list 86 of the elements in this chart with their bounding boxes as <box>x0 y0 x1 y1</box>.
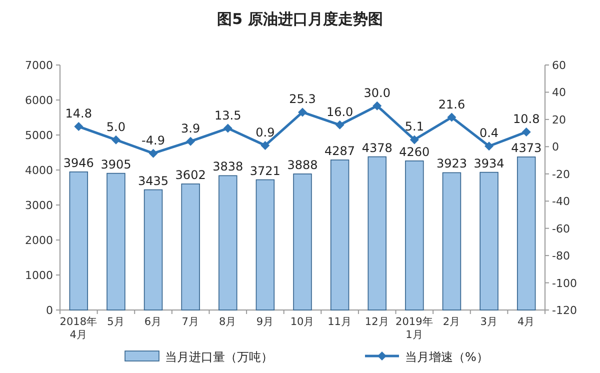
data-label: 5.0 <box>106 120 126 134</box>
bar <box>293 174 312 310</box>
point <box>260 140 270 150</box>
data-label: 13.5 <box>214 108 242 122</box>
data-label: 10.8 <box>512 112 540 126</box>
data-label: 0.9 <box>256 125 275 140</box>
y2-tick-label: -20 <box>552 168 570 181</box>
bar <box>256 179 275 310</box>
bar <box>69 171 88 310</box>
y-tick-label: 4000 <box>25 164 53 177</box>
data-label: 3721 <box>250 164 280 178</box>
x-tick-label: 9月 <box>256 316 274 328</box>
data-label: 3838 <box>212 160 244 174</box>
point <box>74 122 84 132</box>
data-label: 14.8 <box>65 106 92 121</box>
data-label: 3888 <box>287 158 318 172</box>
data-label: 30.0 <box>364 86 390 100</box>
data-label: 0.4 <box>479 126 499 140</box>
y2-tick-label: -100 <box>552 276 577 290</box>
data-label: 3923 <box>436 156 468 171</box>
data-label: 4287 <box>324 144 356 158</box>
x-tick-label: 7月 <box>182 316 200 328</box>
bar <box>218 175 238 310</box>
point <box>111 135 120 144</box>
data-label: 3602 <box>175 168 206 182</box>
y-tick-label: 3000 <box>25 199 53 212</box>
y2-tick-label: -120 <box>552 304 577 317</box>
point <box>522 127 531 136</box>
x-tick-label: 10月 <box>290 316 315 328</box>
x-tick-label: 2月 <box>442 316 461 328</box>
y2-tick-label: -40 <box>552 195 570 208</box>
point <box>484 142 494 151</box>
x-tick-label: 12月 <box>364 316 390 328</box>
y2-tick-label: -60 <box>552 222 570 236</box>
point <box>186 136 196 146</box>
bar <box>480 172 498 310</box>
data-label: 3934 <box>474 156 504 170</box>
data-label: 21.6 <box>438 97 466 112</box>
data-label: 3.9 <box>181 121 200 136</box>
bar <box>405 160 424 310</box>
bar <box>144 189 163 310</box>
y-tick-label: 6000 <box>25 94 53 107</box>
data-label: 3435 <box>138 174 169 188</box>
point <box>335 120 344 130</box>
legend-label: 当月进口量（万吨） <box>165 350 273 364</box>
data-label: 4260 <box>399 144 430 159</box>
data-label: 3946 <box>63 156 94 170</box>
data-label: 25.3 <box>289 92 316 106</box>
y2-tick-label: 20 <box>552 113 566 126</box>
x-tick-label: 6月 <box>144 316 162 328</box>
point <box>372 101 382 110</box>
data-label: 3905 <box>100 157 132 172</box>
data-label: 4373 <box>511 140 542 155</box>
x-tick-label: 8月 <box>219 316 237 328</box>
bar <box>106 172 126 310</box>
x-tick-label: 4月 <box>518 316 536 328</box>
data-label: 5.1 <box>404 120 424 134</box>
y-tick-label: 0 <box>46 304 53 317</box>
data-label: 4378 <box>362 140 392 155</box>
data-label: -4.9 <box>142 133 165 148</box>
point <box>148 148 158 158</box>
x-tick-label: 5月 <box>107 316 125 328</box>
point <box>298 108 307 117</box>
y2-tick-label: 0 <box>552 140 559 154</box>
y2-tick-label: 60 <box>552 59 566 72</box>
y-tick-label: 1000 <box>25 269 53 282</box>
y2-tick-label: 40 <box>552 86 566 100</box>
x-tick-label: 2018年 4月 <box>60 316 98 341</box>
legend-label: 当月增速（%） <box>405 350 488 364</box>
x-tick-label: 2019年 1月 <box>396 316 434 341</box>
point <box>410 135 419 144</box>
bar <box>442 172 462 310</box>
bar <box>330 160 350 310</box>
y2-tick-label: -80 <box>552 250 570 263</box>
x-tick-label: 11月 <box>328 316 352 328</box>
x-tick-label: 3月 <box>480 316 498 328</box>
bar <box>516 156 536 310</box>
chart-title: 图5 原油进口月度走势图 <box>217 10 383 28</box>
point <box>447 112 456 122</box>
y-tick-label: 2000 <box>25 234 53 247</box>
bar <box>181 184 200 310</box>
y-tick-label: 7000 <box>25 59 53 72</box>
bar <box>368 156 386 310</box>
y-tick-label: 5000 <box>25 129 53 142</box>
data-label: 16.0 <box>326 104 354 119</box>
point <box>223 124 232 133</box>
